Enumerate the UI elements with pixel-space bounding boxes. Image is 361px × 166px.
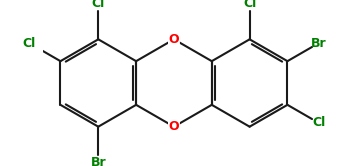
Text: Cl: Cl <box>312 117 326 129</box>
Text: Cl: Cl <box>92 0 105 10</box>
Text: Br: Br <box>91 156 106 166</box>
Text: O: O <box>169 120 179 133</box>
Text: Cl: Cl <box>243 0 256 10</box>
Text: O: O <box>169 33 179 46</box>
Text: Cl: Cl <box>22 37 36 49</box>
Text: Br: Br <box>311 37 327 49</box>
